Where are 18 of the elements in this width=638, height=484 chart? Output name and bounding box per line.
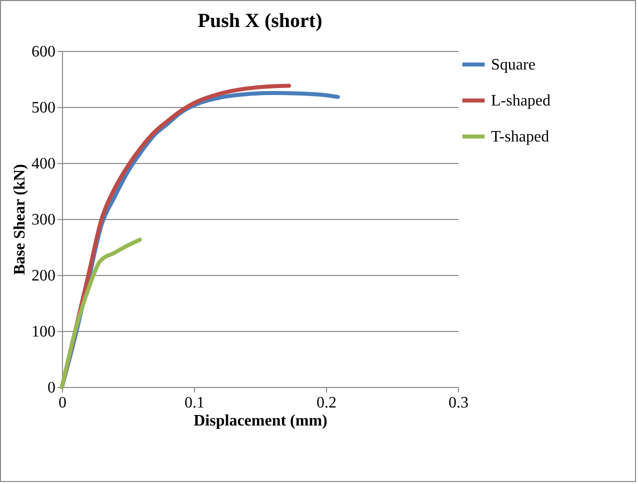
x-tick-label: 0 [58, 394, 66, 412]
y-tick-label: 600 [32, 44, 56, 60]
x-tick-label: 0.1 [184, 394, 204, 412]
y-tick-label: 500 [32, 100, 56, 116]
x-axis-title: Displacement (mm) [194, 412, 328, 430]
y-tick-label: 200 [32, 268, 56, 284]
x-tick-label: 0.2 [316, 394, 336, 412]
y-tick-label: 100 [32, 324, 56, 340]
line-series [60, 238, 142, 389]
legend-label: Square [491, 56, 536, 74]
legend-label: T-shaped [491, 128, 550, 146]
y-tick-label: 0 [48, 380, 56, 396]
chart-title: Push X (short) [198, 10, 322, 32]
y-tick-label: 300 [32, 212, 56, 228]
x-tick-label: 0.3 [448, 394, 468, 412]
y-tick-label: 400 [32, 156, 56, 172]
y-axis-title: Base Shear (kN) [12, 164, 28, 275]
legend-label: L-shaped [491, 92, 551, 110]
